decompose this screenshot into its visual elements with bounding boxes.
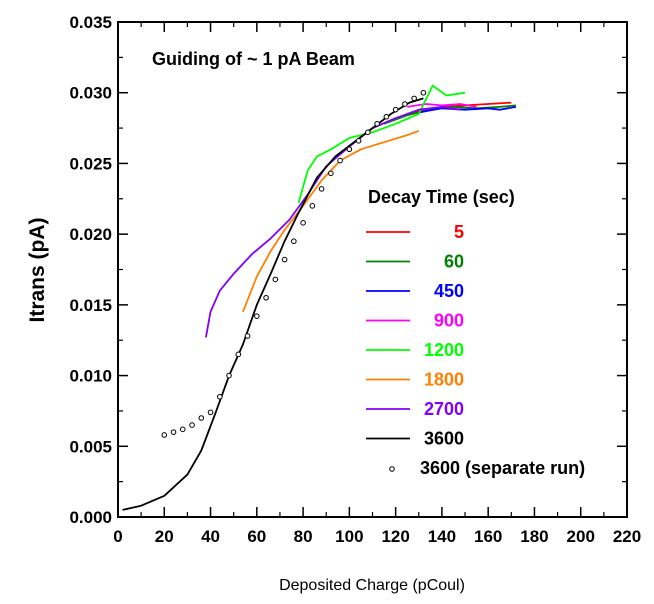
data-point: [226, 372, 232, 379]
data-point: [411, 95, 417, 102]
data-point: [355, 138, 362, 144]
series-line-3600: [122, 97, 424, 511]
legend-label: 60: [444, 252, 464, 272]
legend-item: 3600: [366, 429, 464, 449]
legend-item: 900: [366, 311, 464, 331]
series-1200: [297, 84, 466, 204]
y-tick-label: 0.010: [69, 367, 112, 386]
series-line-2700: [205, 106, 461, 338]
data-point: [170, 429, 177, 435]
data-point: [365, 129, 371, 136]
legend-item: 1800: [366, 370, 464, 390]
x-axis-title: Deposited Charge (pCoul): [279, 577, 465, 594]
data-point: [272, 276, 279, 283]
y-tick-label: 0.035: [69, 13, 112, 32]
data-point: [161, 432, 168, 438]
series-line-1200: [297, 84, 466, 204]
series-900: [407, 103, 477, 108]
data-point: [263, 294, 269, 301]
legend-label: 450: [434, 281, 464, 301]
x-tick-label: 20: [155, 527, 174, 546]
x-tick-label: 160: [474, 527, 502, 546]
legend-label: 900: [434, 311, 464, 331]
data-point: [309, 203, 316, 209]
x-tick-label: 220: [613, 527, 641, 546]
series-1800: [242, 130, 420, 313]
y-tick-label: 0.030: [69, 84, 112, 103]
series-3600-separate-run: [161, 89, 427, 438]
chart-title: Guiding of ~ 1 pA Beam: [152, 49, 355, 69]
data-point: [374, 121, 380, 127]
y-tick-label: 0.000: [69, 508, 112, 527]
y-tick-label: 0.005: [69, 437, 112, 456]
y-tick-label: 0.015: [69, 296, 112, 315]
x-tick-label: 100: [335, 527, 363, 546]
legend-label: 3600: [424, 429, 464, 449]
x-tick-label: 0: [113, 527, 122, 546]
series-line-450: [418, 106, 517, 114]
plot-frame: [117, 21, 628, 518]
axis-ticks: [117, 21, 628, 518]
y-axis-title: Itrans (pA): [26, 218, 49, 323]
legend-item: 60: [366, 252, 464, 272]
legend-label: 1200: [424, 340, 464, 360]
series-2700: [205, 106, 461, 338]
legend-label: 2700: [424, 399, 464, 419]
legend-swatch: [389, 466, 395, 472]
y-tick-label: 0.025: [69, 154, 112, 173]
series-line-1800: [242, 130, 420, 313]
data-point: [254, 313, 260, 319]
legend-item: 3600 (separate run): [389, 458, 585, 478]
legend-item: 450: [366, 281, 464, 301]
legend-label: 1800: [424, 370, 464, 390]
data-point: [402, 101, 408, 107]
x-tick-label: 80: [294, 527, 313, 546]
legend: 5 60 450 900 1200 1800 2700 3600 3600 (separate …: [366, 222, 585, 478]
series-line-900: [407, 103, 477, 108]
legend-item: 5: [366, 222, 464, 242]
data-point: [189, 422, 195, 428]
x-tick-label: 200: [567, 527, 595, 546]
y-tick-label: 0.020: [69, 225, 112, 244]
data-point: [235, 351, 242, 358]
x-tick-label: 120: [381, 527, 409, 546]
x-tick-label: 60: [247, 527, 266, 546]
legend-item: 1200: [366, 340, 464, 360]
legend-title: Decay Time (sec): [368, 187, 515, 207]
data-point: [207, 409, 214, 416]
legend-label: 5: [454, 222, 464, 242]
data-point: [328, 170, 334, 177]
tick-labels: 0 20 40 60 80 100 120 140 160 180 200 220 0.000 0.005…: [69, 13, 641, 546]
data-point: [337, 157, 343, 164]
data-point: [217, 393, 223, 400]
data-point: [291, 238, 297, 245]
series-line-60: [383, 104, 516, 125]
data-point: [420, 89, 427, 96]
x-tick-label: 140: [428, 527, 456, 546]
data-point: [392, 106, 399, 113]
data-point: [244, 333, 251, 339]
legend-label: 3600 (separate run): [420, 458, 585, 478]
data-point: [179, 426, 186, 433]
data-point: [346, 146, 353, 153]
data-point: [300, 220, 306, 226]
data-point: [281, 256, 288, 263]
x-tick-label: 40: [201, 527, 220, 546]
data-point: [383, 113, 390, 120]
data-point: [318, 186, 325, 192]
legend-item: 2700: [366, 399, 464, 419]
series-60: [383, 104, 516, 125]
data-point: [198, 415, 205, 421]
series-3600: [122, 97, 424, 511]
series-layer: [122, 84, 517, 511]
x-tick-label: 180: [520, 527, 548, 546]
series-450: [418, 106, 517, 114]
